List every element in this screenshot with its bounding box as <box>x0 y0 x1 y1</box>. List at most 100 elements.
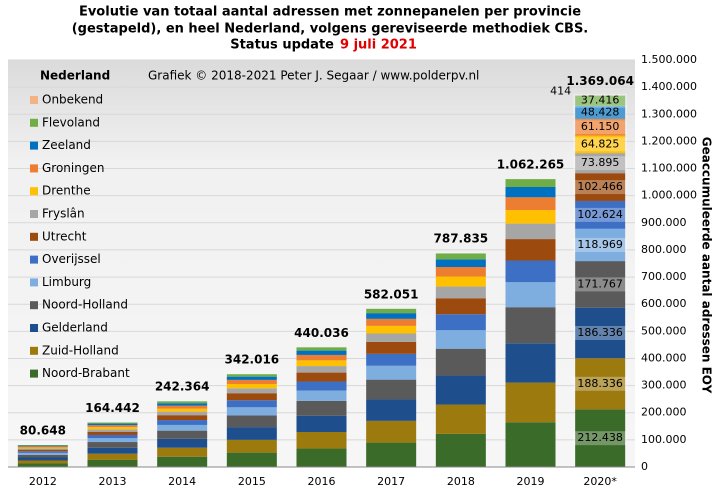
bar-segment <box>575 261 626 308</box>
bar-segment <box>296 347 347 351</box>
bar-segment <box>226 374 277 377</box>
y-tick-label: 200.000 <box>641 406 687 419</box>
bar-segment <box>435 286 486 299</box>
bar-segment <box>366 333 417 342</box>
bar-segment <box>17 448 68 450</box>
bar-segment <box>157 447 208 457</box>
legend-swatch <box>30 96 38 104</box>
y-tick-label: 1.300.000 <box>641 107 697 120</box>
bar-segment <box>17 452 68 455</box>
legend-swatch <box>30 187 38 196</box>
legend-label: Flevoland <box>42 115 100 129</box>
bar-segment <box>435 259 486 268</box>
x-tick-label: 2013 <box>99 475 127 488</box>
bar-segment <box>366 325 417 334</box>
bar-segment <box>435 433 486 467</box>
total-label: 582.051 <box>364 288 419 302</box>
data-label: 102.624 <box>577 208 623 221</box>
legend-swatch <box>30 164 38 173</box>
bar-segment <box>575 307 626 359</box>
bar-segment <box>435 375 486 405</box>
bar-segment <box>296 350 347 355</box>
legend-label: Onbekend <box>42 93 103 107</box>
bar-segment <box>575 95 626 106</box>
bar-segment <box>435 298 486 315</box>
bar-segment <box>505 422 556 467</box>
bar-segment <box>226 452 277 467</box>
bar-segment <box>157 415 208 421</box>
bar-segment <box>157 411 208 416</box>
bar-segment <box>17 454 68 458</box>
bar-segment <box>87 434 138 439</box>
x-tick-label: 2016 <box>308 475 336 488</box>
bar-segment <box>575 200 626 229</box>
data-label: 64.825 <box>581 137 620 150</box>
legend-swatch <box>30 210 38 218</box>
legend-label: Groningen <box>42 161 104 175</box>
bar-segment <box>296 360 347 367</box>
bar-segment <box>87 427 138 430</box>
data-label: 118.969 <box>577 238 623 251</box>
total-label: 80.648 <box>20 424 66 438</box>
legend-label: Fryslân <box>42 207 85 221</box>
legend-swatch <box>30 301 38 310</box>
bar-segment <box>505 186 556 198</box>
x-tick-label: 2019 <box>517 475 545 488</box>
data-label: 37.416 <box>581 94 620 107</box>
legend-swatch <box>30 346 38 355</box>
y-tick-label: 1.200.000 <box>641 134 697 147</box>
y-tick-label: 300.000 <box>641 379 687 392</box>
legend-swatch <box>30 255 38 264</box>
data-label: 188.336 <box>577 377 623 390</box>
y-tick-label: 1.400.000 <box>641 80 697 93</box>
bar-segment <box>157 408 208 412</box>
bar-segment <box>575 153 626 174</box>
bar-segment <box>435 253 486 260</box>
data-label-bg <box>573 93 628 108</box>
legend-swatch <box>30 141 38 150</box>
chart-title: Evolutie van totaal aantal adressen met … <box>79 5 581 20</box>
y-tick-label: 0 <box>641 460 648 473</box>
x-tick-label: 2018 <box>447 475 475 488</box>
bar-segment <box>87 431 138 435</box>
y-tick-label: 500.000 <box>641 324 687 337</box>
bar-segment <box>366 399 417 421</box>
annotation: Grafiek © 2018-2021 Peter J. Segaar / ww… <box>148 69 479 83</box>
bar-segment <box>17 447 68 449</box>
bar-segment <box>157 438 208 448</box>
y-tick-label: 100.000 <box>641 433 687 446</box>
bar-segment <box>366 420 417 443</box>
bar-segment <box>87 425 138 428</box>
bar-segment <box>366 365 417 380</box>
bar-segment <box>296 390 347 401</box>
legend-title: Nederland <box>40 69 110 83</box>
bar-segment <box>296 354 347 361</box>
bar-segment <box>87 453 138 460</box>
x-tick-label: 2015 <box>238 475 266 488</box>
bar-segment <box>226 376 277 380</box>
bar-segment <box>226 407 277 416</box>
bar-segment <box>366 442 417 467</box>
bar-segment <box>505 210 556 224</box>
legend-swatch <box>30 278 38 287</box>
x-tick-label: 2012 <box>29 475 57 488</box>
x-tick-label: 2017 <box>377 475 405 488</box>
bar-segment <box>17 449 68 452</box>
bar-segment <box>575 118 626 136</box>
total-label: 1.369.064 <box>566 74 634 88</box>
bar-segment <box>575 105 626 119</box>
bar-segment <box>87 438 138 443</box>
legend-label: Limburg <box>42 275 91 289</box>
bar-segment <box>505 307 556 344</box>
data-label-bg <box>573 207 628 222</box>
bar-segment <box>296 415 347 432</box>
bar-segment <box>157 456 208 467</box>
y-tick-label: 1.100.000 <box>641 162 697 175</box>
bar-segment <box>575 358 626 410</box>
status-date: 9 juli 2021 <box>340 38 417 53</box>
bar-segment <box>296 366 347 373</box>
chart-title: (gestapeld), en heel Nederland, volgens … <box>72 22 589 37</box>
bar-segment <box>226 379 277 384</box>
bar-segment <box>435 348 486 376</box>
data-label-bg <box>573 325 628 340</box>
